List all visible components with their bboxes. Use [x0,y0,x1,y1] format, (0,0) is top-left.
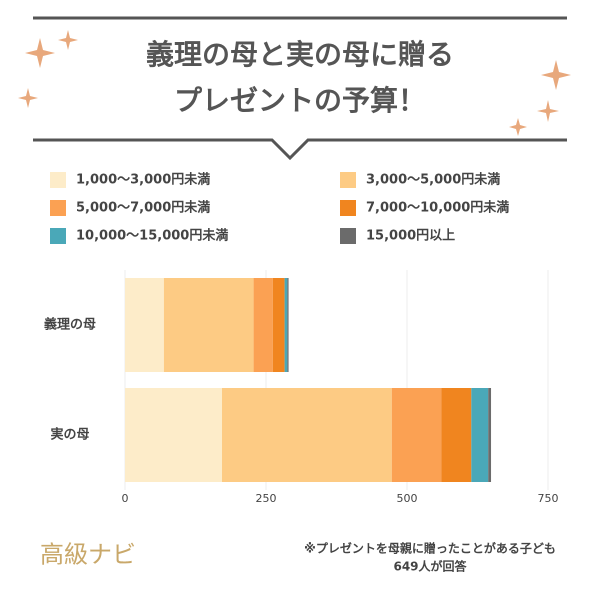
x-tick-label: 750 [538,492,559,505]
bar-segment [125,278,164,372]
legend-label: 1,000〜3,000円未満 [76,172,210,188]
y-tick-label: 義理の母 [44,317,96,333]
legend-swatch [50,172,66,188]
legend-label: 7,000〜10,000円未満 [366,200,509,216]
legend-label: 10,000〜15,000円未満 [76,228,228,244]
bar-segment [441,388,472,482]
chart-title: 義理の母と実の母に贈る [146,38,454,71]
bar-segment [253,278,273,372]
bar-segment [488,388,492,482]
bar-segment [163,278,254,372]
bottom-rule [33,138,567,161]
sparkles [18,30,571,136]
legend-label: 5,000〜7,000円未満 [76,200,210,216]
note: ※プレゼントを母親に贈ったことがある子ども [304,541,556,556]
x-tick-label: 0 [122,492,129,505]
legend-swatch [50,200,66,216]
legend-swatch [340,228,356,244]
legend-label: 15,000円以上 [366,229,455,244]
chart-subtitle: プレゼントの予算！ [174,84,426,117]
legend-label: 3,000〜5,000円未満 [366,172,500,188]
bar-segment [391,388,442,482]
bar-segment [287,278,289,372]
y-tick-label: 実の母 [50,427,89,443]
bar-segment [471,388,489,482]
note: 649人が回答 [393,559,467,574]
bar-segment [222,388,392,482]
logo: 高級ナビ [40,541,136,569]
bar-segment [284,278,288,372]
bar-segment [272,278,285,372]
bar-segment [125,388,223,482]
legend-swatch [340,200,356,216]
legend-swatch [50,228,66,244]
legend-swatch [340,172,356,188]
x-tick-label: 250 [256,492,277,505]
x-tick-label: 500 [397,492,418,505]
